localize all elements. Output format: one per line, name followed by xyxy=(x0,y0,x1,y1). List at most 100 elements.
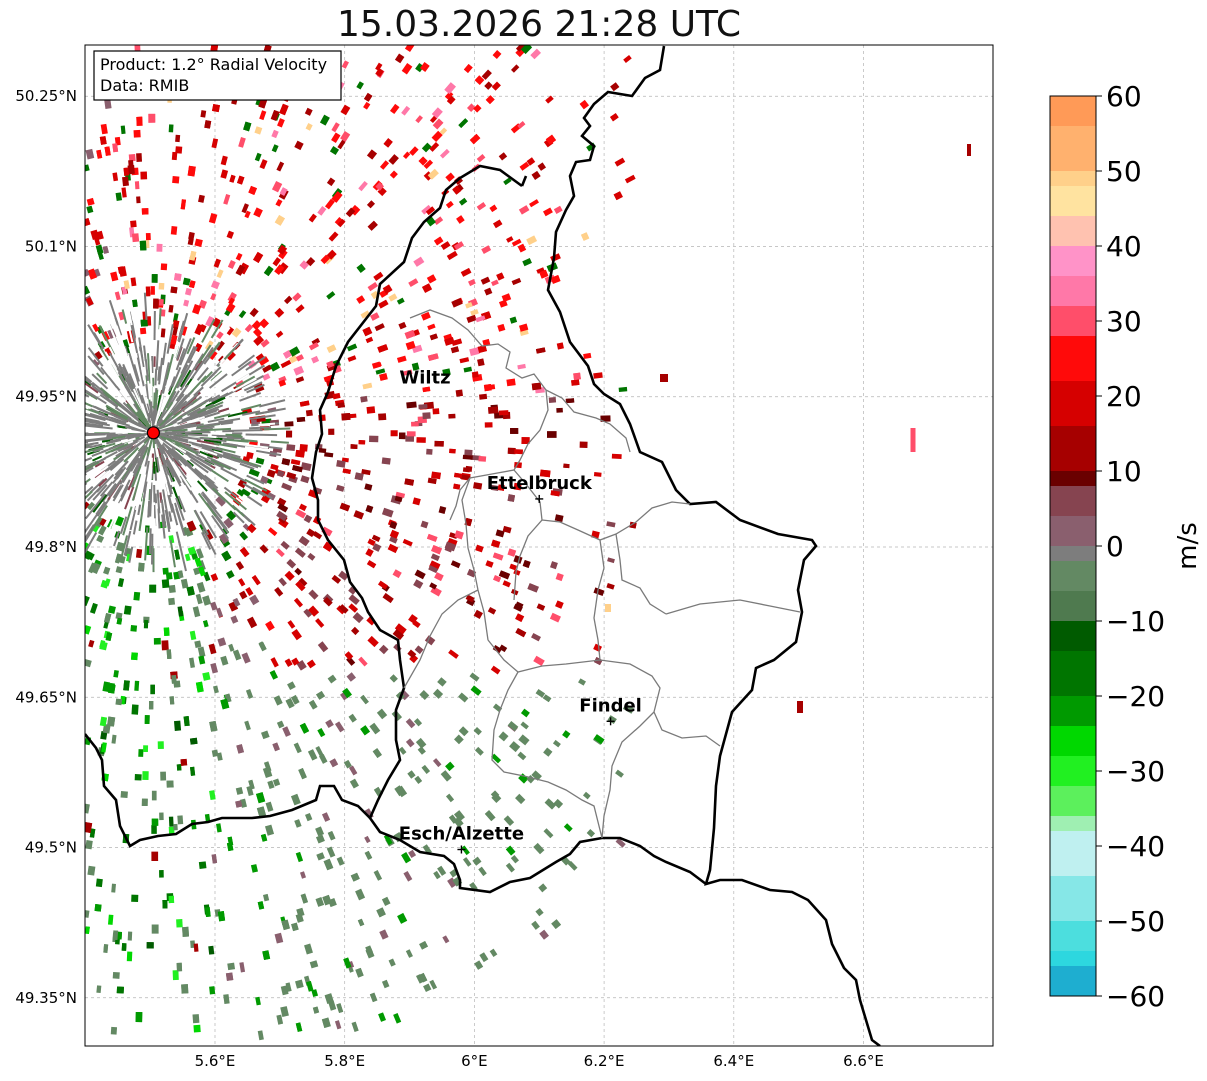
velocity-bin xyxy=(365,504,374,513)
velocity-bin xyxy=(420,62,430,72)
velocity-bin xyxy=(180,199,187,210)
velocity-bin xyxy=(170,457,188,480)
velocity-bin xyxy=(271,129,279,139)
velocity-bin xyxy=(476,202,486,211)
velocity-bin xyxy=(99,716,108,727)
velocity-bin xyxy=(383,138,393,148)
velocity-bin xyxy=(176,919,183,928)
velocity-bin xyxy=(515,793,526,805)
velocity-bin xyxy=(211,359,237,383)
velocity-bin xyxy=(517,121,526,129)
velocity-bin xyxy=(303,514,313,524)
velocity-bin xyxy=(257,1030,264,1041)
velocity-bin xyxy=(120,125,126,135)
velocity-bin xyxy=(136,388,144,404)
velocity-bin xyxy=(106,495,122,522)
velocity-bin xyxy=(139,327,147,335)
velocity-bin xyxy=(85,366,86,378)
velocity-bin xyxy=(304,107,313,116)
velocity-bin xyxy=(517,243,527,253)
velocity-bin xyxy=(348,713,357,723)
velocity-bin xyxy=(108,352,123,375)
velocity-bin xyxy=(107,605,116,614)
velocity-bin xyxy=(151,825,157,834)
velocity-bin xyxy=(445,172,455,182)
velocity-bin xyxy=(200,444,223,452)
velocity-bin xyxy=(378,644,389,655)
velocity-bin xyxy=(136,357,145,387)
velocity-bin xyxy=(162,400,178,421)
velocity-bin xyxy=(326,291,336,300)
velocity-bin xyxy=(401,852,412,864)
velocity-bin xyxy=(505,845,516,856)
velocity-bin xyxy=(429,115,438,124)
velocity-bin xyxy=(401,62,413,75)
velocity-bin xyxy=(209,720,218,732)
velocity-bin xyxy=(175,531,182,546)
velocity-bin xyxy=(472,856,482,866)
velocity-bin xyxy=(413,256,425,267)
velocity-bin xyxy=(110,271,119,282)
velocity-bin xyxy=(210,319,224,339)
velocity-bin xyxy=(221,451,241,459)
velocity-bin xyxy=(189,737,198,745)
velocity-bin xyxy=(89,478,105,494)
velocity-bin xyxy=(311,338,320,346)
velocity-bin xyxy=(197,492,217,517)
velocity-bin xyxy=(85,410,106,422)
velocity-bin xyxy=(112,172,119,182)
velocity-bin xyxy=(177,606,184,617)
velocity-bin xyxy=(100,366,118,388)
velocity-bin xyxy=(87,347,104,367)
velocity-bin xyxy=(418,403,428,410)
velocity-bin xyxy=(138,749,144,757)
velocity-bin xyxy=(198,566,206,577)
velocity-bin xyxy=(480,276,491,285)
velocity-bin xyxy=(186,375,207,397)
velocity-bin xyxy=(358,656,368,667)
velocity-bin xyxy=(428,565,439,574)
velocity-bin xyxy=(376,708,388,720)
velocity-bin xyxy=(189,280,196,289)
velocity-bin xyxy=(364,483,373,491)
velocity-bin xyxy=(50,349,67,363)
velocity-bin xyxy=(387,543,399,554)
velocity-bin xyxy=(202,671,211,681)
velocity-bin xyxy=(89,828,96,838)
velocity-bin xyxy=(235,786,244,795)
canton-boundaries xyxy=(403,309,801,839)
map-gridlines xyxy=(85,45,993,1046)
velocity-bin xyxy=(170,286,178,294)
germany-luxembourg-border xyxy=(546,45,881,1046)
velocity-bin xyxy=(571,379,580,386)
velocity-bin xyxy=(421,764,431,774)
velocity-bin xyxy=(67,485,81,496)
velocity-bin xyxy=(123,167,129,176)
velocity-bin xyxy=(281,458,291,466)
velocity-bin xyxy=(505,862,515,873)
velocity-bin xyxy=(198,344,212,364)
velocity-bin xyxy=(85,456,93,464)
velocity-bin xyxy=(90,504,108,532)
velocity-bin xyxy=(96,985,102,993)
lat-tick-label: 49.65°N xyxy=(15,688,77,706)
velocity-bin xyxy=(227,411,248,418)
velocity-bin xyxy=(196,439,220,446)
velocity-bin xyxy=(466,103,476,113)
velocity-bin xyxy=(98,477,108,487)
radar-site-dot xyxy=(146,426,160,440)
velocity-bin xyxy=(165,508,171,530)
velocity-bin xyxy=(112,484,124,502)
velocity-bin xyxy=(470,455,481,461)
velocity-bin xyxy=(544,798,556,810)
velocity-bin xyxy=(128,373,136,388)
velocity-bin xyxy=(142,481,148,502)
velocity-bin xyxy=(216,326,231,345)
velocity-bin xyxy=(265,801,274,812)
velocity-bin xyxy=(328,231,339,242)
velocity-bin xyxy=(279,187,288,196)
velocity-bin xyxy=(41,461,70,473)
velocity-bin xyxy=(422,386,431,393)
velocity-bin xyxy=(432,408,440,415)
velocity-bin xyxy=(153,484,156,503)
